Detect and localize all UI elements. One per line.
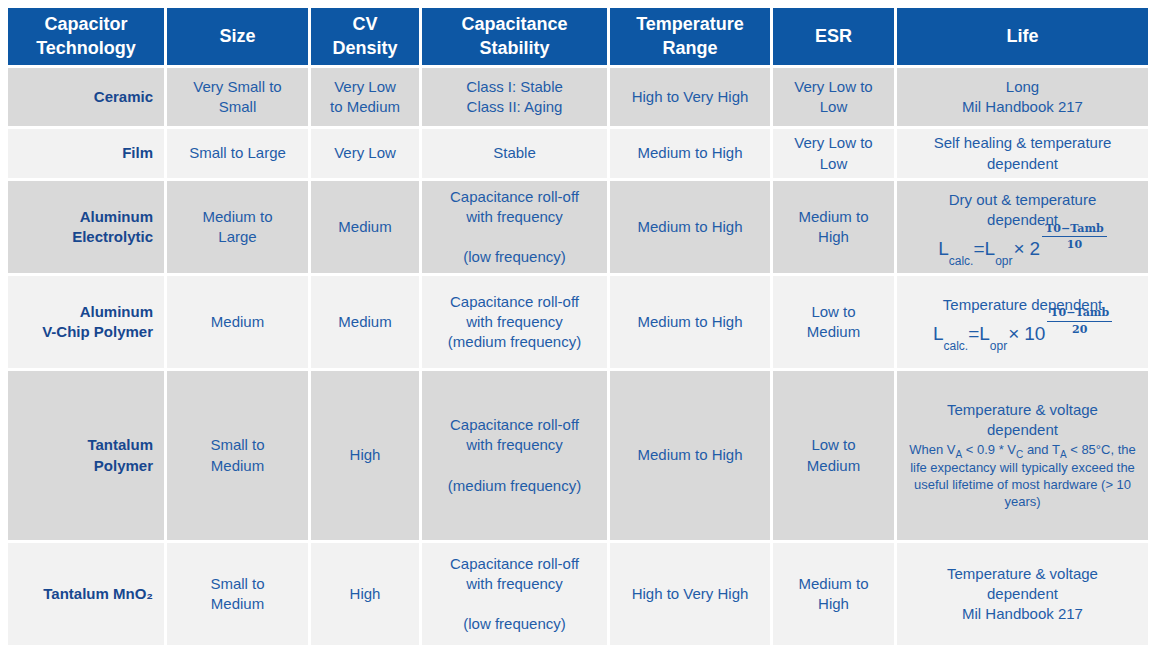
header-temperature-range: Temperature Range xyxy=(610,8,770,65)
header-life: Life xyxy=(897,8,1148,65)
fraction-denominator: 10 xyxy=(1067,237,1082,252)
formula-rhs-base: L xyxy=(985,239,996,258)
formula-lhs-subscript: calc. xyxy=(949,255,974,267)
cell-tantalum-mno2-esr: Medium to High xyxy=(773,543,894,645)
formula-equals: = xyxy=(973,239,984,258)
fraction-denominator: 20 xyxy=(1072,322,1087,337)
cell-tantalum-polymer-cv-density: High xyxy=(311,371,419,540)
cell-tantalum-mno2-stability: Capacitance roll-off with frequency (low… xyxy=(422,543,607,645)
formula-times-sign: × xyxy=(1013,239,1024,258)
capacitor-comparison-table: Capacitor Technology Size CV Density Cap… xyxy=(0,0,1156,652)
note-text: When V xyxy=(909,442,955,457)
formula-times-sign: × xyxy=(1008,324,1019,343)
cell-aluminum-electrolytic-stability: Capacitance roll-off with frequency (low… xyxy=(422,181,607,273)
life-title: Temperature & voltage dependent xyxy=(947,400,1098,441)
cell-aluminum-electrolytic-life: Dry out & temperature dependent Lcalc.=L… xyxy=(897,181,1148,273)
cell-tantalum-mno2-size: Small to Medium xyxy=(167,543,308,645)
cell-aluminum-electrolytic-esr: Medium to High xyxy=(773,181,894,273)
formula-lhs-base: L xyxy=(933,324,944,343)
cell-film-temperature-range: Medium to High xyxy=(610,129,770,178)
cell-ceramic-size: Very Small to Small xyxy=(167,68,308,126)
cell-tantalum-polymer-esr: Low to Medium xyxy=(773,371,894,540)
cell-aluminum-electrolytic-cv-density: Medium xyxy=(311,181,419,273)
formula-exponent-base: 2 xyxy=(1030,239,1041,258)
cell-ceramic-temperature-range: High to Very High xyxy=(610,68,770,126)
cell-ceramic-cv-density: Very Low to Medium xyxy=(311,68,419,126)
life-expectancy-formula: Lcalc.=Lopr×10T0−Tamb20 xyxy=(933,318,1112,349)
life-note: When VA < 0.9 * VC and TA < 85°C, the li… xyxy=(901,442,1144,511)
cell-film-life: Self healing & temperature dependent xyxy=(897,129,1148,178)
fraction-numerator: T0−Tamb xyxy=(1042,222,1107,238)
cell-tantalum-polymer-life: Temperature & voltage dependent When VA … xyxy=(897,371,1148,540)
cell-aluminum-electrolytic-temperature-range: Medium to High xyxy=(610,181,770,273)
formula-rhs-subscript: opr xyxy=(995,255,1012,267)
cell-film-esr: Very Low to Low xyxy=(773,129,894,178)
formula-lhs-subscript: calc. xyxy=(943,340,968,352)
header-capacitor-technology: Capacitor Technology xyxy=(8,8,164,65)
cell-aluminum-electrolytic-size: Medium to Large xyxy=(167,181,308,273)
cell-ceramic-technology: Ceramic xyxy=(8,68,164,126)
header-cv-density: CV Density xyxy=(311,8,419,65)
cell-aluminum-vchip-polymer-temperature-range: Medium to High xyxy=(610,276,770,368)
cell-film-size: Small to Large xyxy=(167,129,308,178)
header-capacitance-stability: Capacitance Stability xyxy=(422,8,607,65)
note-text: < 0.9 * V xyxy=(962,442,1016,457)
cell-ceramic-life: Long Mil Handbook 217 xyxy=(897,68,1148,126)
cell-tantalum-mno2-life: Temperature & voltage dependent Mil Hand… xyxy=(897,543,1148,645)
cell-tantalum-mno2-cv-density: High xyxy=(311,543,419,645)
cell-film-cv-density: Very Low xyxy=(311,129,419,178)
formula-exponent-fraction: T0−Tamb20 xyxy=(1047,306,1112,337)
cell-aluminum-vchip-polymer-technology: Aluminum V-Chip Polymer xyxy=(8,276,164,368)
cell-film-stability: Stable xyxy=(422,129,607,178)
note-subscript: A xyxy=(1060,448,1067,459)
cell-tantalum-polymer-stability: Capacitance roll-off with frequency (med… xyxy=(422,371,607,540)
cell-film-technology: Film xyxy=(8,129,164,178)
cell-ceramic-esr: Very Low to Low xyxy=(773,68,894,126)
cell-aluminum-electrolytic-technology: Aluminum Electrolytic xyxy=(8,181,164,273)
cell-tantalum-polymer-technology: Tantalum Polymer xyxy=(8,371,164,540)
cell-aluminum-vchip-polymer-stability: Capacitance roll-off with frequency (med… xyxy=(422,276,607,368)
formula-equals: = xyxy=(968,324,979,343)
header-esr: ESR xyxy=(773,8,894,65)
formula-lhs-base: L xyxy=(938,239,949,258)
formula-rhs-subscript: opr xyxy=(990,340,1007,352)
fraction-numerator: T0−Tamb xyxy=(1047,306,1112,322)
life-expectancy-formula: Lcalc.=Lopr×2T0−Tamb10 xyxy=(938,234,1107,265)
cell-tantalum-mno2-technology: Tantalum MnO₂ xyxy=(8,543,164,645)
cell-tantalum-polymer-size: Small to Medium xyxy=(167,371,308,540)
cell-aluminum-vchip-polymer-esr: Low to Medium xyxy=(773,276,894,368)
cell-tantalum-mno2-temperature-range: High to Very High xyxy=(610,543,770,645)
cell-aluminum-vchip-polymer-life: Temperature dependent Lcalc.=Lopr×10T0−T… xyxy=(897,276,1148,368)
formula-exponent-base: 10 xyxy=(1024,324,1045,343)
cell-aluminum-vchip-polymer-cv-density: Medium xyxy=(311,276,419,368)
cell-ceramic-stability: Class I: Stable Class II: Aging xyxy=(422,68,607,126)
formula-rhs-base: L xyxy=(979,324,990,343)
note-text: and T xyxy=(1023,442,1060,457)
cell-tantalum-polymer-temperature-range: Medium to High xyxy=(610,371,770,540)
formula-exponent-fraction: T0−Tamb10 xyxy=(1042,222,1107,253)
cell-aluminum-vchip-polymer-size: Medium xyxy=(167,276,308,368)
header-size: Size xyxy=(167,8,308,65)
